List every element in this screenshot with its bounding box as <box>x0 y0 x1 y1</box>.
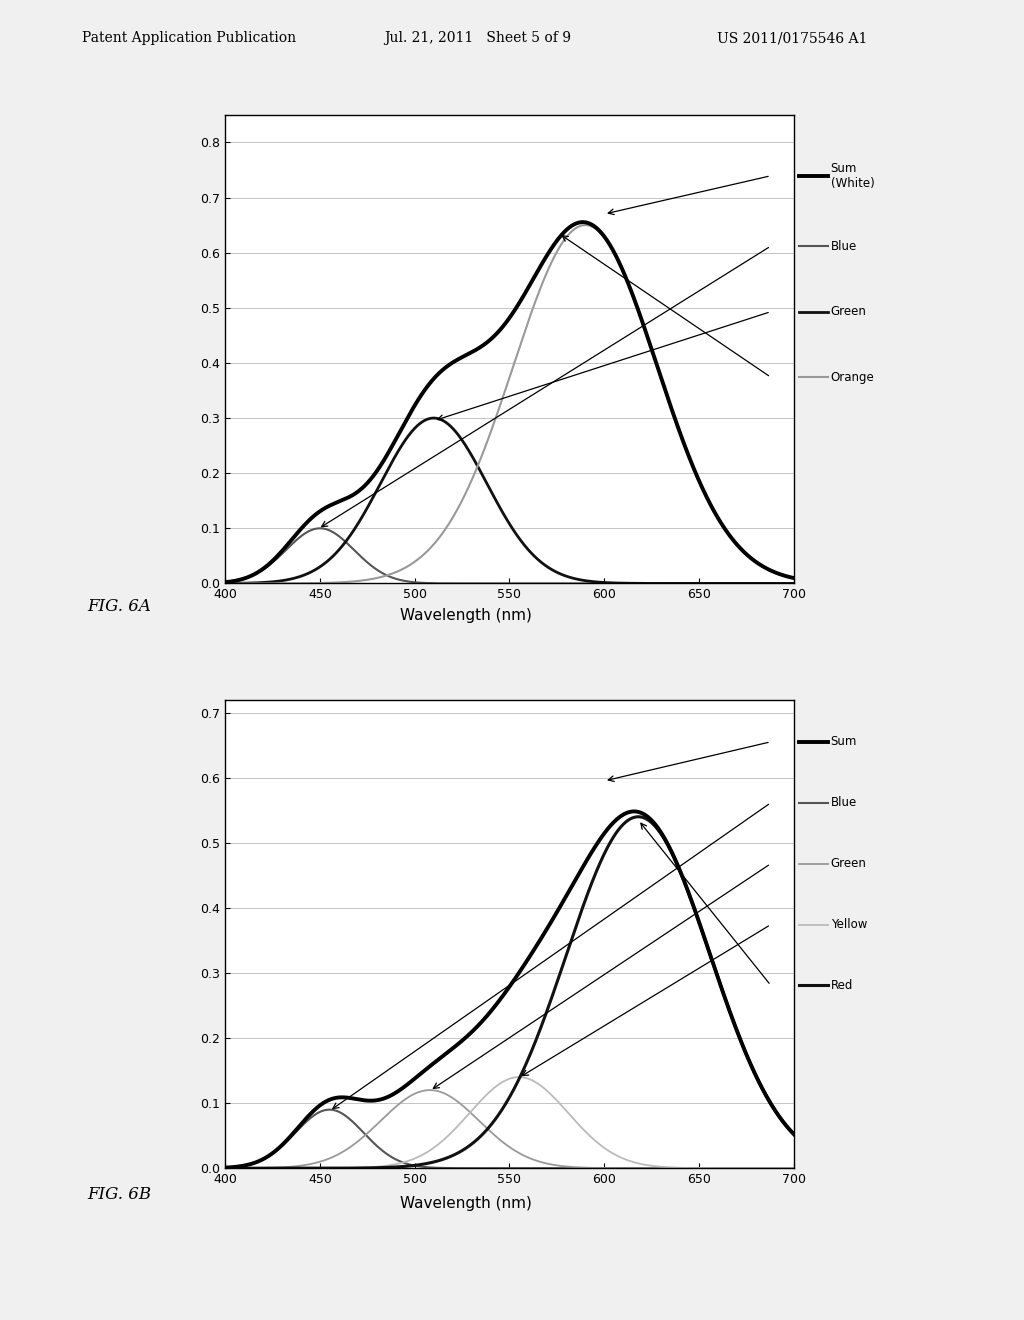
Text: FIG. 6B: FIG. 6B <box>87 1185 152 1203</box>
Text: Blue: Blue <box>830 796 857 809</box>
Text: FIG. 6A: FIG. 6A <box>87 598 151 615</box>
Text: Red: Red <box>830 979 853 991</box>
Text: Yellow: Yellow <box>830 917 867 931</box>
Text: Wavelength (nm): Wavelength (nm) <box>400 1196 531 1210</box>
Text: Sum
(White): Sum (White) <box>830 162 874 190</box>
Text: US 2011/0175546 A1: US 2011/0175546 A1 <box>717 32 867 45</box>
Text: Blue: Blue <box>830 239 857 252</box>
Text: Green: Green <box>830 305 866 318</box>
Text: Jul. 21, 2011   Sheet 5 of 9: Jul. 21, 2011 Sheet 5 of 9 <box>384 32 571 45</box>
Text: Wavelength (nm): Wavelength (nm) <box>400 609 531 623</box>
Text: Orange: Orange <box>830 371 874 384</box>
Text: Green: Green <box>830 857 866 870</box>
Text: Patent Application Publication: Patent Application Publication <box>82 32 296 45</box>
Text: Sum: Sum <box>830 735 857 748</box>
